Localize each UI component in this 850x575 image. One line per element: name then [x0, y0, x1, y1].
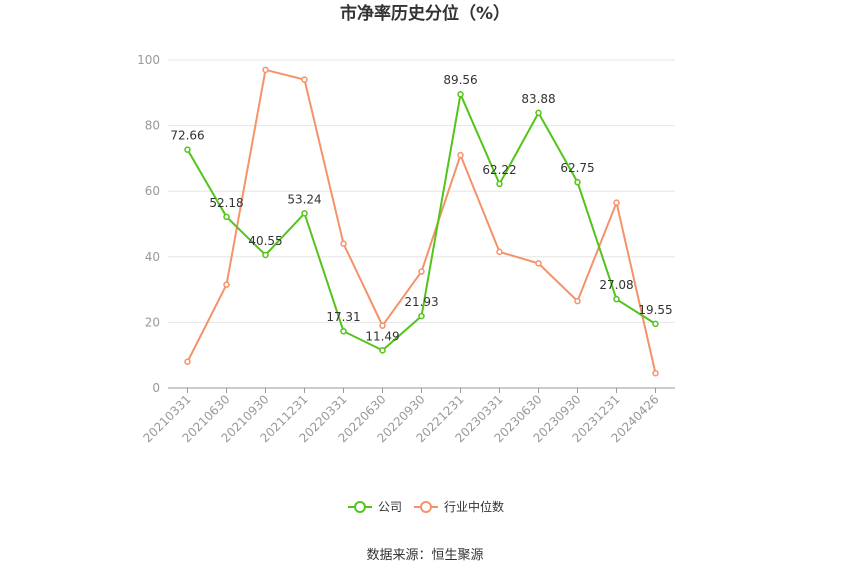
grid [168, 59, 675, 323]
y-tick-label: 60 [145, 184, 160, 198]
data-point [184, 358, 191, 366]
data-point [223, 213, 230, 221]
data-label: 53.24 [287, 192, 321, 206]
data-label: 62.22 [482, 163, 516, 177]
data-point [613, 295, 620, 303]
data-label: 19.55 [638, 303, 672, 317]
data-label: 27.08 [599, 278, 633, 292]
data-label: 72.66 [170, 129, 204, 143]
data-point [184, 146, 191, 153]
data-point [535, 260, 542, 267]
data-point [223, 281, 230, 288]
y-tick-label: 0 [152, 381, 160, 395]
data-point [652, 369, 659, 377]
data-label: 89.56 [443, 73, 477, 87]
legend-marker [354, 501, 366, 513]
y-tick-label: 100 [137, 53, 160, 67]
data-point [262, 66, 269, 74]
legend[interactable]: 公司 行业中位数 [348, 499, 504, 514]
y-axis: 0 20 40 60 80 100 [137, 53, 160, 395]
y-tick-label: 40 [145, 250, 160, 264]
data-label: 11.49 [365, 329, 399, 343]
data-point [379, 322, 386, 329]
x-axis: 2021033120210630202109302021123120220331… [141, 387, 675, 445]
series-line [186, 90, 657, 352]
plot-area: 72.66 52.18 40.55 53.24 17.31 11.49 21.93 89.56… [170, 66, 673, 377]
legend-label: 公司 [378, 500, 402, 514]
data-point [652, 320, 659, 328]
data-point [457, 90, 464, 98]
data-label: 40.55 [248, 234, 282, 248]
data-point [574, 178, 581, 186]
data-point [379, 347, 386, 354]
data-point [496, 248, 503, 256]
legend-item[interactable]: 公司 [348, 500, 402, 514]
legend-marker [420, 501, 432, 513]
source-note: 数据来源：恒生聚源 [366, 548, 483, 563]
data-label: 52.18 [209, 196, 243, 210]
data-point [574, 297, 581, 305]
y-tick-label: 20 [145, 315, 160, 329]
data-label: 17.31 [326, 310, 360, 324]
y-tick-label: 80 [145, 119, 160, 133]
data-label: 62.75 [560, 161, 594, 175]
data-point [418, 268, 425, 275]
data-label: 83.88 [521, 92, 555, 106]
chart-title: 市净率历史分位（%） [340, 3, 510, 24]
data-point [262, 251, 269, 259]
data-point [340, 240, 347, 247]
legend-label: 行业中位数 [444, 499, 504, 514]
data-point [535, 109, 542, 117]
data-label: 21.93 [404, 295, 438, 309]
series-company: 72.66 52.18 40.55 53.24 17.31 11.49 21.93 89.56… [170, 73, 673, 354]
data-point [340, 327, 347, 335]
data-point [457, 151, 464, 159]
series-line [186, 68, 657, 374]
data-point [496, 180, 503, 188]
legend-item[interactable]: 行业中位数 [414, 499, 504, 514]
data-point [301, 210, 308, 217]
data-point [613, 199, 620, 206]
data-point [418, 312, 425, 320]
series-industry [184, 66, 659, 377]
data-point [301, 76, 308, 83]
